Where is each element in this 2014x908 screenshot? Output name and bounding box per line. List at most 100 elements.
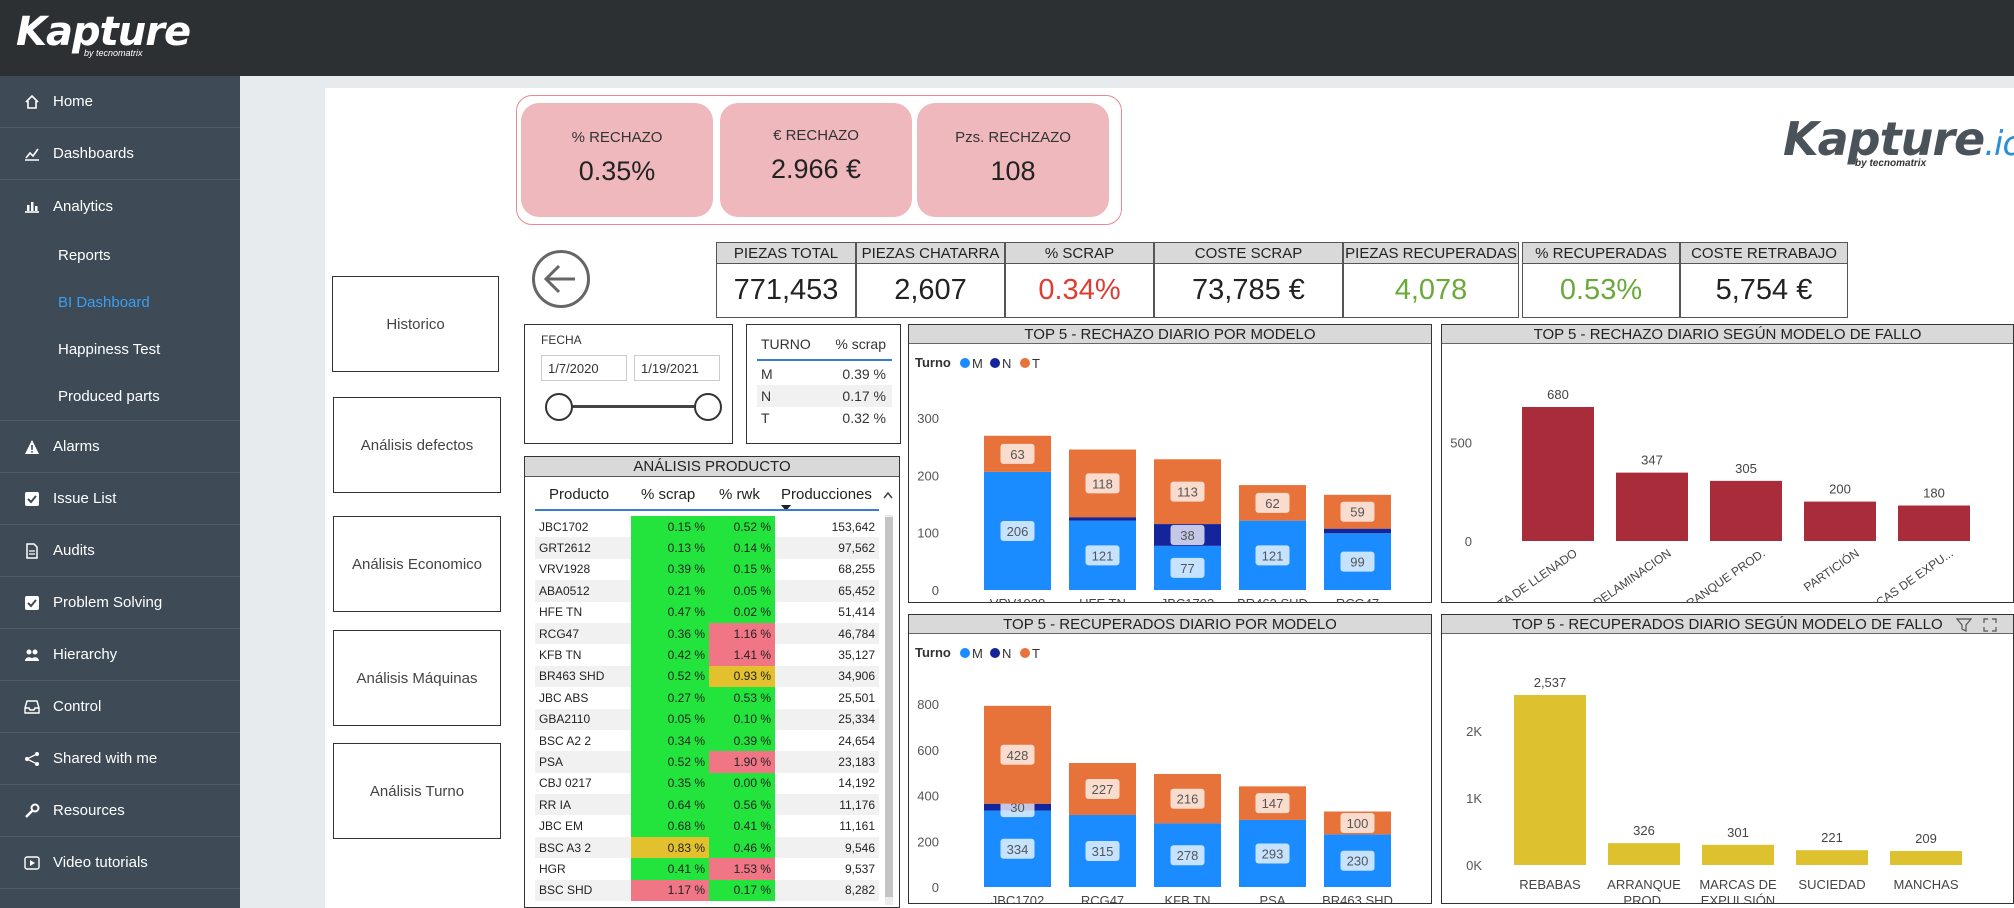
sidebar-item-hierarchy[interactable]: Hierarchy [0,629,240,681]
sidebar-subitem-produced-parts[interactable]: Produced parts [58,388,160,405]
table-row[interactable]: RCG47 0.36 % 1.16 % 46,784 [535,622,879,645]
data-label: 63 [1010,447,1024,462]
sidebar-item-dashboards[interactable]: Dashboards [0,128,240,180]
data-label: 428 [1007,748,1029,763]
legend-marker [990,358,1000,368]
sidebar-item-label: Dashboards [53,145,134,162]
scrollbar-thumb[interactable] [885,517,893,897]
table-row[interactable]: PSA 0.52 % 1.90 % 23,183 [535,751,879,773]
scrap-cell: 0.64 % [631,794,709,816]
product-cell: BR463 SHD [535,665,631,688]
scrollbar[interactable] [885,515,893,905]
rwk-cell: 0.56 % [709,794,775,816]
chart-title: TOP 5 - RECUPERADOS DIARIO SEGÚN MODELO … [1442,615,2013,634]
sidebar-subitem-reports[interactable]: Reports [58,247,111,264]
data-label-bg [1085,840,1120,861]
x-tick-label: MARCAS DE EXPULSIÓN [1699,877,1777,903]
table-row[interactable]: BSC SHD 1.17 % 0.17 % 8,282 [535,879,879,902]
table-row[interactable]: BSC A3 2 0.83 % 0.46 % 9,546 [535,836,879,859]
column-header[interactable]: % rwk [719,486,760,503]
sidebar-item-shared-with-me[interactable]: Shared with me [0,733,240,785]
sidebar-item-resources[interactable]: Resources [0,785,240,837]
expand-icon[interactable] [1982,617,1998,633]
data-label-bg [1000,744,1035,765]
table-row[interactable]: BSC A2 2 0.34 % 0.39 % 24,654 [535,729,879,752]
chart-svg: 0K 1K 2K 2,537 REBABAS 326 ARRANQUE PROD. 301 MAR… [1466,675,1962,903]
table-row[interactable]: M 0.39 % [761,366,886,382]
analisis-turno-button[interactable]: Análisis Turno [333,743,501,839]
table-row[interactable]: KFB TN 0.42 % 1.41 % 35,127 [535,644,879,666]
x-tick-label: PARTICIÓN [1800,545,1861,594]
producciones-cell: 9,546 [775,836,879,859]
x-tick-label: MARCAS DE EXPU... [1852,546,1956,603]
table-row[interactable]: HGR 0.41 % 1.53 % 9,537 [535,858,879,880]
date-slider-start-handle[interactable] [545,393,573,421]
chart-recuperados-por-modelo: TOP 5 - RECUPERADOS DIARIO POR MODELO Tu… [908,614,1432,904]
table-row[interactable]: T 0.32 % [761,410,886,426]
chevron-up-icon[interactable] [883,491,893,499]
historico-button[interactable]: Historico [332,276,499,372]
sidebar-item-issue-list[interactable]: Issue List [0,473,240,525]
metric-value: 0.34% [1038,274,1121,306]
sidebar-item-audits[interactable]: Audits [0,525,240,577]
y-tick-label: 400 [917,789,939,804]
data-label: 334 [1007,842,1029,857]
sidebar-item-home[interactable]: Home [0,76,240,128]
table-row[interactable]: N 0.17 % [757,385,892,407]
scrap-cell: 0.35 % [631,772,709,795]
table-row[interactable]: VRV1928 0.39 % 0.15 % 68,255 [535,558,879,581]
legend-label: T [1032,356,1040,371]
sidebar-item-label: Hierarchy [53,646,118,663]
panel-title: ANÁLISIS PRODUCTO [525,457,899,477]
date-from-input[interactable]: 1/7/2020 [541,355,627,381]
table-row[interactable]: JBC ABS 0.27 % 0.53 % 25,501 [535,687,879,709]
sidebar-item-label: Analytics [53,197,114,215]
data-label-bg [1085,545,1120,566]
analisis-economico-button[interactable]: Análisis Economico [333,516,501,612]
sidebar-item-alarms[interactable]: Alarms [0,421,240,473]
table-row[interactable]: JBC1702 0.15 % 0.52 % 153,642 [535,516,879,538]
data-label: 62 [1265,496,1279,511]
analisis-defectos-button[interactable]: Análisis defectos [333,397,501,493]
sidebar-item-problem-solving[interactable]: Problem Solving [0,577,240,629]
sidebar-item-analytics[interactable]: Analytics [0,180,240,232]
back-button[interactable] [532,250,590,308]
table-row[interactable]: RR IA 0.64 % 0.56 % 11,176 [535,794,879,816]
data-label: 216 [1177,792,1199,807]
filter-icon[interactable] [1956,617,1972,633]
column-header[interactable]: Producto [549,486,610,503]
column-header[interactable]: % scrap [641,486,696,503]
product-cell: KFB TN [539,648,582,663]
date-to-input[interactable]: 1/19/2021 [634,355,720,381]
table-row[interactable]: CBJ 0217 0.35 % 0.00 % 14,192 [535,772,879,795]
analisis-maquinas-button[interactable]: Análisis Máquinas [333,630,501,726]
x-tick-label: RCG47 [1336,596,1379,603]
table-row[interactable]: GBA2110 0.05 % 0.10 % 25,334 [535,708,879,730]
date-slider-end-handle[interactable] [694,393,722,421]
rwk-cell: 1.41 % [709,644,775,666]
data-label-bg [1000,838,1035,859]
sidebar-subitem-bi-dashboard[interactable]: BI Dashboard [58,294,150,311]
table-row[interactable]: GRT2612 0.13 % 0.14 % 97,562 [535,537,879,559]
bar [1710,480,1782,541]
scrap-cell: 0.41 % [631,858,709,880]
table-row[interactable]: ABA0512 0.21 % 0.05 % 65,452 [535,580,879,602]
table-row[interactable]: BR463 SHD 0.52 % 0.93 % 34,906 [535,665,879,688]
share-icon [24,751,40,767]
rwk-cell: 0.17 % [709,879,775,902]
sidebar-subitem-happiness-test[interactable]: Happiness Test [58,341,161,358]
sidebar-item-control[interactable]: Control [0,681,240,733]
column-header[interactable]: Producciones [781,486,872,503]
app-logo[interactable]: Kapture by tecnomatrix [16,9,191,58]
bar-segment-N [1069,517,1136,521]
sidebar-item-video-tutorials[interactable]: Video tutorials [0,837,240,889]
line-chart-icon [24,146,40,162]
data-label: 2,537 [1534,675,1567,690]
turno-table: TURNO% scrap M 0.39 % N 0.17 % T 0.32 % [746,324,901,444]
producciones-cell: 46,784 [775,622,879,645]
table-row[interactable]: HFE TN 0.47 % 0.02 % 51,414 [535,601,879,623]
wrench-icon [24,803,40,819]
date-slider-track[interactable] [559,405,709,408]
table-row[interactable]: JBC EM 0.68 % 0.41 % 11,161 [535,815,879,837]
x-tick-label: VRV1928 [990,596,1045,603]
